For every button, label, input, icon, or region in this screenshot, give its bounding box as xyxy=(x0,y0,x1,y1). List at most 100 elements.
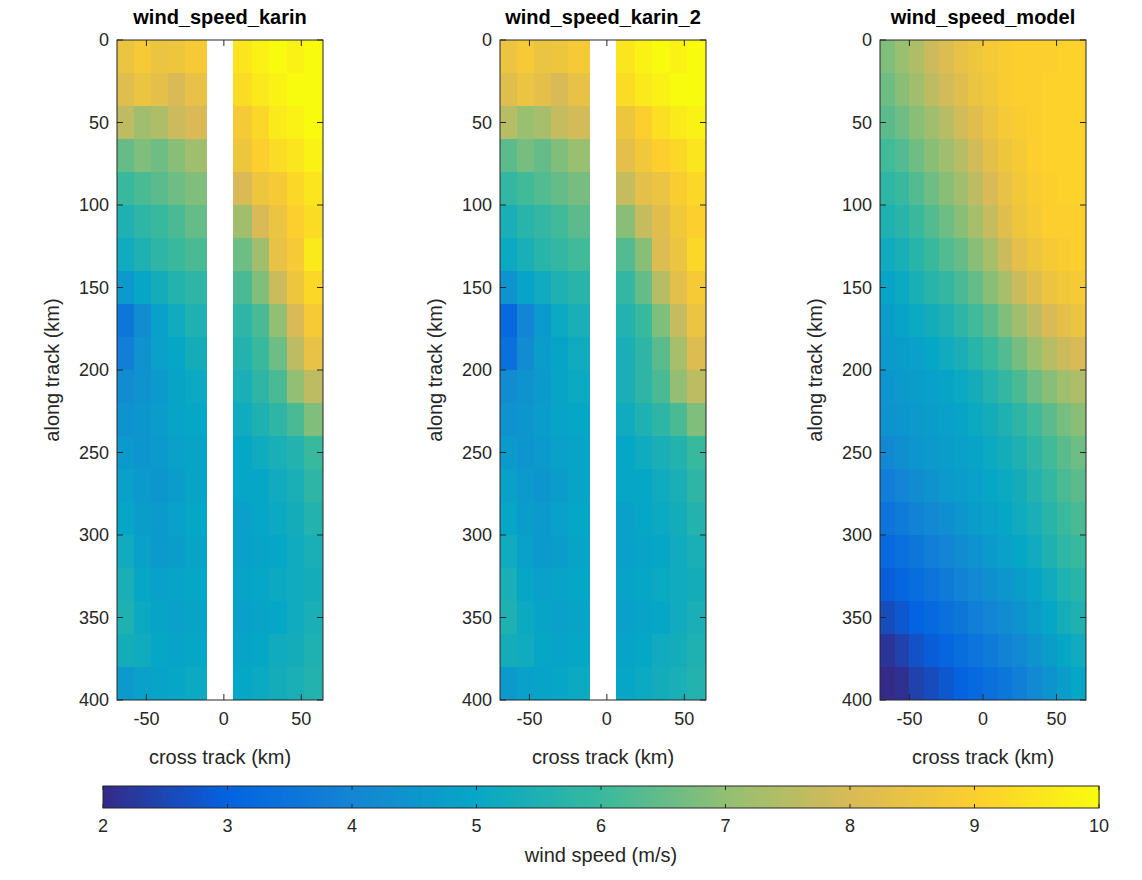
heat-cell xyxy=(304,73,323,107)
x-tick-label: 0 xyxy=(978,709,988,729)
heat-cell xyxy=(287,469,305,503)
heat-cell xyxy=(252,634,270,668)
heat-cell xyxy=(635,73,653,107)
heat-cell xyxy=(287,106,305,140)
colorbar-segment xyxy=(472,786,478,808)
colorbar-segment xyxy=(770,786,776,808)
heat-cell xyxy=(551,469,569,503)
heat-cell xyxy=(117,601,135,635)
colorbar-tick-label: 10 xyxy=(1089,816,1109,836)
heat-cell xyxy=(117,469,135,503)
heat-cell xyxy=(895,469,910,503)
y-tick xyxy=(880,287,886,288)
heat-cell xyxy=(233,271,252,305)
x-axis-title: cross track (km) xyxy=(149,746,291,768)
y-tick xyxy=(700,535,706,536)
colorbar-segment xyxy=(491,786,497,808)
x-tick-label: 0 xyxy=(602,709,612,729)
x-tick-label: -50 xyxy=(516,709,542,729)
heat-cell xyxy=(968,469,983,503)
heat-cell xyxy=(1027,337,1042,371)
x-tick xyxy=(983,694,984,700)
heat-cell xyxy=(652,106,671,140)
heat-cell xyxy=(1027,469,1042,503)
colorbar-tick xyxy=(1099,786,1100,790)
heat-cell xyxy=(151,106,169,140)
heat-cell xyxy=(954,535,969,569)
heat-cell xyxy=(1042,238,1057,272)
heat-cell xyxy=(568,601,590,635)
heat-cell xyxy=(670,205,688,239)
heat-cell xyxy=(134,370,152,404)
heat-cell xyxy=(998,535,1013,569)
heat-cell xyxy=(616,172,635,206)
heat-cell xyxy=(616,205,635,239)
heat-cell xyxy=(909,40,924,74)
x-tick-label: -50 xyxy=(896,709,922,729)
colorbar-segment xyxy=(621,786,627,808)
heat-cell xyxy=(517,73,535,107)
colorbar-segment xyxy=(785,786,791,808)
colorbar-segment xyxy=(1019,786,1025,808)
heat-cell xyxy=(1012,106,1027,140)
colorbar-segment xyxy=(989,786,995,808)
heat-cell xyxy=(687,172,706,206)
heat-cell xyxy=(117,238,135,272)
heat-cell xyxy=(998,106,1013,140)
colorbar-segment xyxy=(790,786,796,808)
heat-cell xyxy=(954,304,969,338)
y-tick-label: 0 xyxy=(99,30,109,50)
colorbar-segment xyxy=(367,786,373,808)
colorbar-segment xyxy=(835,786,841,808)
colorbar-segment xyxy=(566,786,572,808)
colorbar-segment xyxy=(1044,786,1050,808)
colorbar-segment xyxy=(382,786,388,808)
y-tick-label: 300 xyxy=(462,525,492,545)
heat-cell xyxy=(968,106,983,140)
heat-cell xyxy=(269,634,288,668)
heat-cell xyxy=(568,502,590,536)
heat-cell xyxy=(568,667,590,700)
x-axis-title: cross track (km) xyxy=(912,746,1054,768)
heat-cell xyxy=(117,502,135,536)
colorbar-segment xyxy=(661,786,667,808)
heat-cell xyxy=(909,634,924,668)
heat-cell xyxy=(287,601,305,635)
colorbar-tick xyxy=(601,786,602,790)
y-tick xyxy=(880,40,886,41)
heat-cell xyxy=(616,337,635,371)
heat-cell xyxy=(500,73,518,107)
x-tick-label: 50 xyxy=(291,709,311,729)
y-tick-label: 150 xyxy=(79,278,109,298)
y-tick-label: 400 xyxy=(79,690,109,710)
colorbar-segment xyxy=(800,786,806,808)
heat-cell xyxy=(939,568,954,602)
heat-cell xyxy=(1012,601,1027,635)
colorbar-segment xyxy=(113,786,119,808)
heat-cell xyxy=(895,436,910,470)
heat-cell xyxy=(168,436,186,470)
heat-cell xyxy=(983,667,998,700)
heat-cell xyxy=(1012,73,1027,107)
heat-cell xyxy=(1057,106,1072,140)
y-tick xyxy=(880,535,886,536)
heat-cell xyxy=(924,403,939,437)
heat-cell xyxy=(568,271,590,305)
heat-cell xyxy=(909,337,924,371)
heat-cell xyxy=(954,568,969,602)
heat-cell xyxy=(939,40,954,74)
heat-cell xyxy=(185,205,207,239)
heat-cell xyxy=(168,172,186,206)
heat-cell xyxy=(1057,304,1072,338)
heat-cell xyxy=(1057,73,1072,107)
colorbar-segment xyxy=(810,786,816,808)
heat-cell xyxy=(670,271,688,305)
y-tick-label: 50 xyxy=(472,113,492,133)
heat-cell xyxy=(151,304,169,338)
heat-cell xyxy=(880,304,895,338)
y-tick xyxy=(880,122,886,123)
x-tick xyxy=(909,694,910,700)
cells xyxy=(117,40,323,700)
heat-cell xyxy=(1042,271,1057,305)
heat-cell xyxy=(252,502,270,536)
